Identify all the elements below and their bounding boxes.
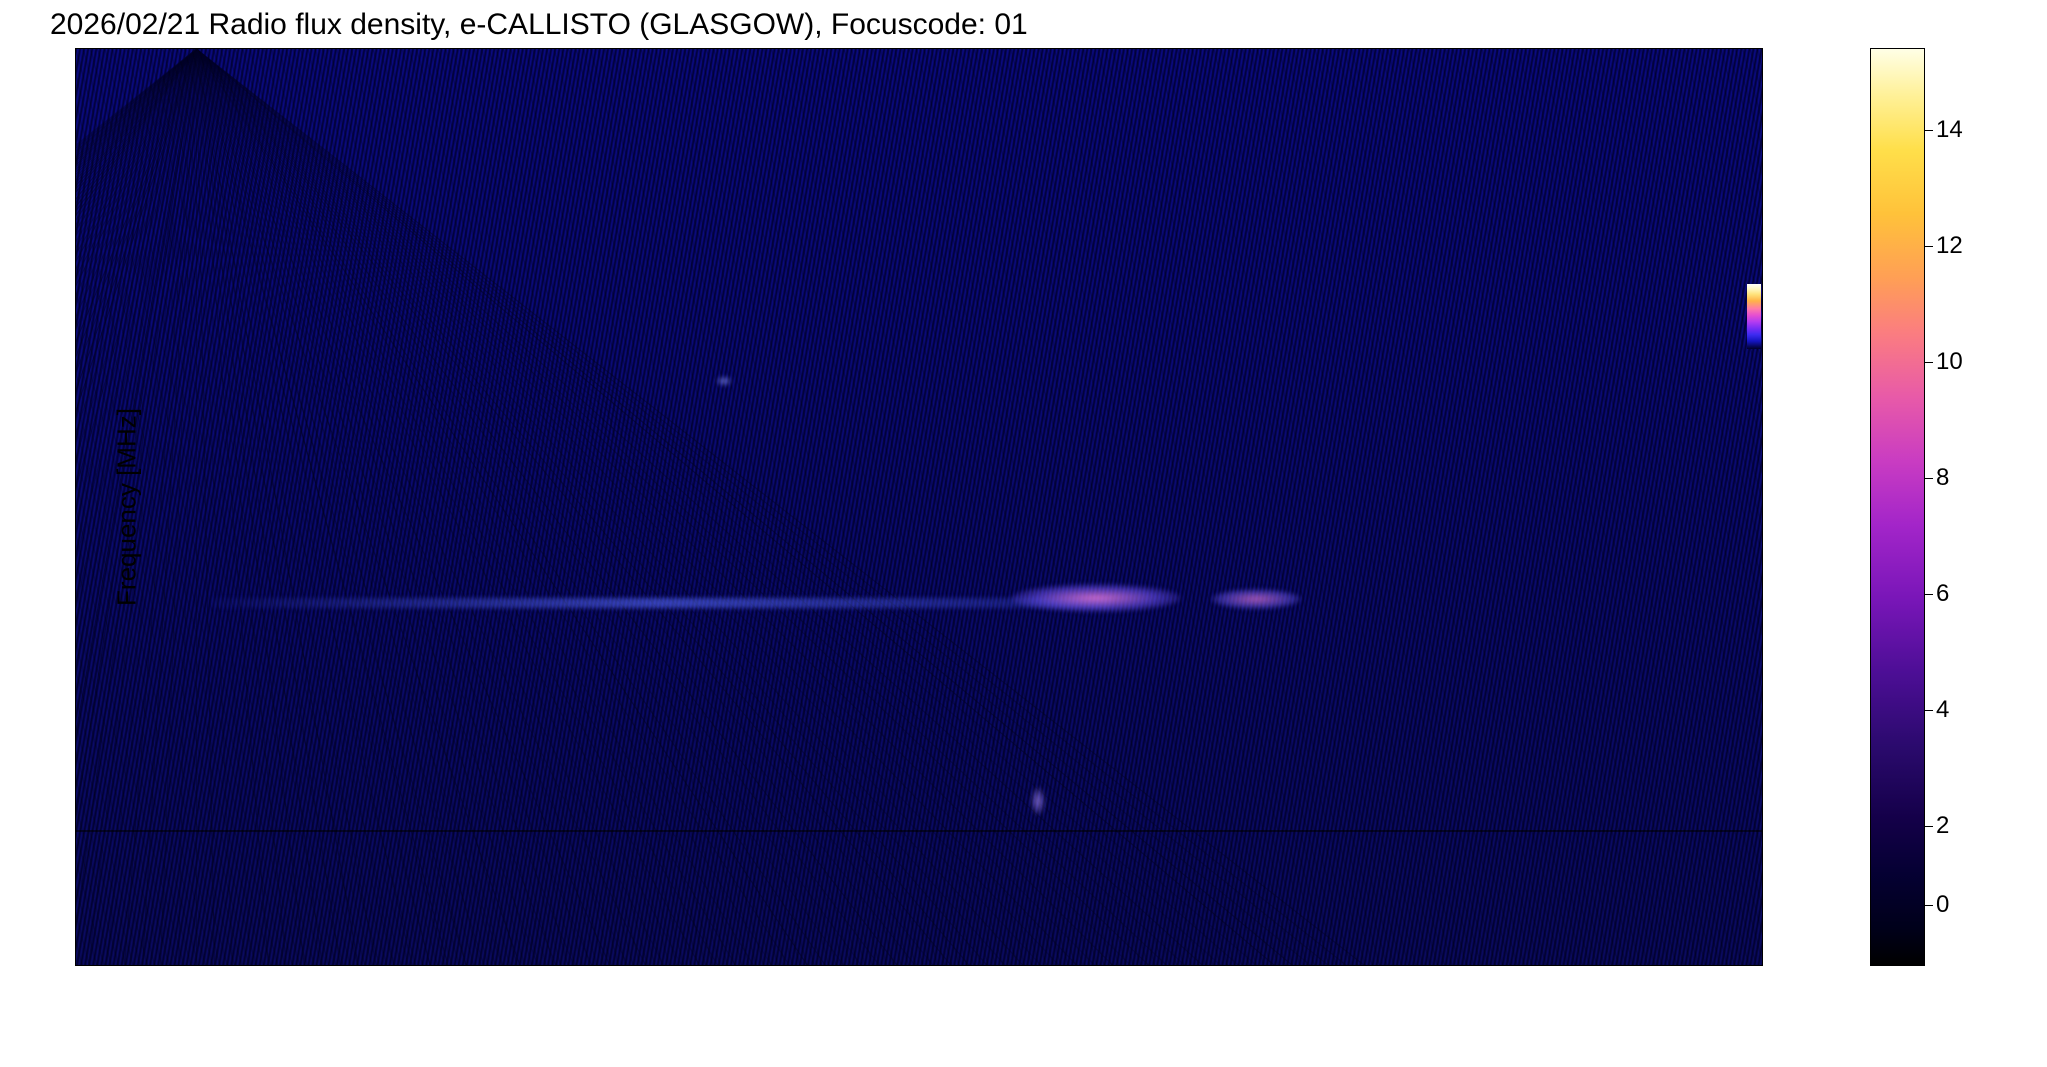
cb-tick-2 xyxy=(1925,826,1933,827)
y-axis-label: Frequency [MHz] xyxy=(111,408,142,606)
ytick-mark-60 xyxy=(75,661,76,662)
ytick-mark-80 xyxy=(75,49,76,50)
spectrogram-figure: 2026/02/21 Radio flux density, e-CALLIST… xyxy=(0,0,2047,1067)
xtick-mark-1301 xyxy=(196,965,197,966)
xtick-mark-1310 xyxy=(1276,965,1277,966)
ytick-mark-65 xyxy=(75,508,76,509)
burst-feature-1309 xyxy=(1211,589,1301,609)
burst-feature-1308 xyxy=(1011,584,1181,612)
xtick-mark-1303 xyxy=(436,965,437,966)
ytick-mark-75 xyxy=(75,202,76,203)
xtick-mark-1314 xyxy=(1756,965,1757,966)
small-spot-50mhz xyxy=(1031,787,1045,815)
cb-ticklabel-0: 0 xyxy=(1936,891,1949,919)
xtick-mark-1308 xyxy=(1036,965,1037,966)
spectrogram-plot[interactable]: 80 75 70 65 60 55 50 Frequency [MHz] 13:… xyxy=(75,48,1763,966)
cb-ticklabel-4: 4 xyxy=(1936,696,1949,724)
xtick-mark-1311 xyxy=(1396,965,1397,966)
xtick-mark-1302 xyxy=(316,965,317,966)
horizontal-streak-55mhz xyxy=(211,598,1111,608)
cb-ticklabel-8: 8 xyxy=(1936,464,1949,492)
diagonal-rfi-stripes xyxy=(76,49,1762,965)
small-spot-60mhz xyxy=(716,376,732,386)
cb-tick-6 xyxy=(1925,594,1933,595)
cb-tick-4 xyxy=(1925,710,1933,711)
xtick-mark-1304 xyxy=(556,965,557,966)
cb-tick-10 xyxy=(1925,362,1933,363)
xtick-mark-1306 xyxy=(796,965,797,966)
bright-calibration-spike xyxy=(1747,284,1761,349)
cb-ticklabel-2: 2 xyxy=(1936,812,1949,840)
xtick-mark-1312 xyxy=(1516,965,1517,966)
cb-tick-14 xyxy=(1925,130,1933,131)
colorbar-container[interactable]: 14 12 10 8 6 4 2 0 dB above background xyxy=(1870,48,1925,966)
chart-title: 2026/02/21 Radio flux density, e-CALLIST… xyxy=(50,8,1028,42)
ytick-mark-70 xyxy=(75,355,76,356)
xtick-mark-1307 xyxy=(916,965,917,966)
cb-tick-12 xyxy=(1925,246,1933,247)
xtick-mark-1313 xyxy=(1636,965,1637,966)
ytick-mark-50 xyxy=(75,935,76,936)
xtick-mark-1300 xyxy=(76,965,77,966)
cb-ticklabel-14: 14 xyxy=(1936,116,1963,144)
xtick-mark-1309 xyxy=(1156,965,1157,966)
colorbar-gradient xyxy=(1870,48,1925,966)
cb-tick-8 xyxy=(1925,478,1933,479)
dark-baseline-49mhz xyxy=(76,830,1762,832)
cb-ticklabel-10: 10 xyxy=(1936,348,1963,376)
xtick-mark-1305 xyxy=(676,965,677,966)
ytick-mark-55 xyxy=(75,814,76,815)
cb-tick-0 xyxy=(1925,905,1933,906)
cb-ticklabel-12: 12 xyxy=(1936,232,1963,260)
cb-ticklabel-6: 6 xyxy=(1936,580,1949,608)
